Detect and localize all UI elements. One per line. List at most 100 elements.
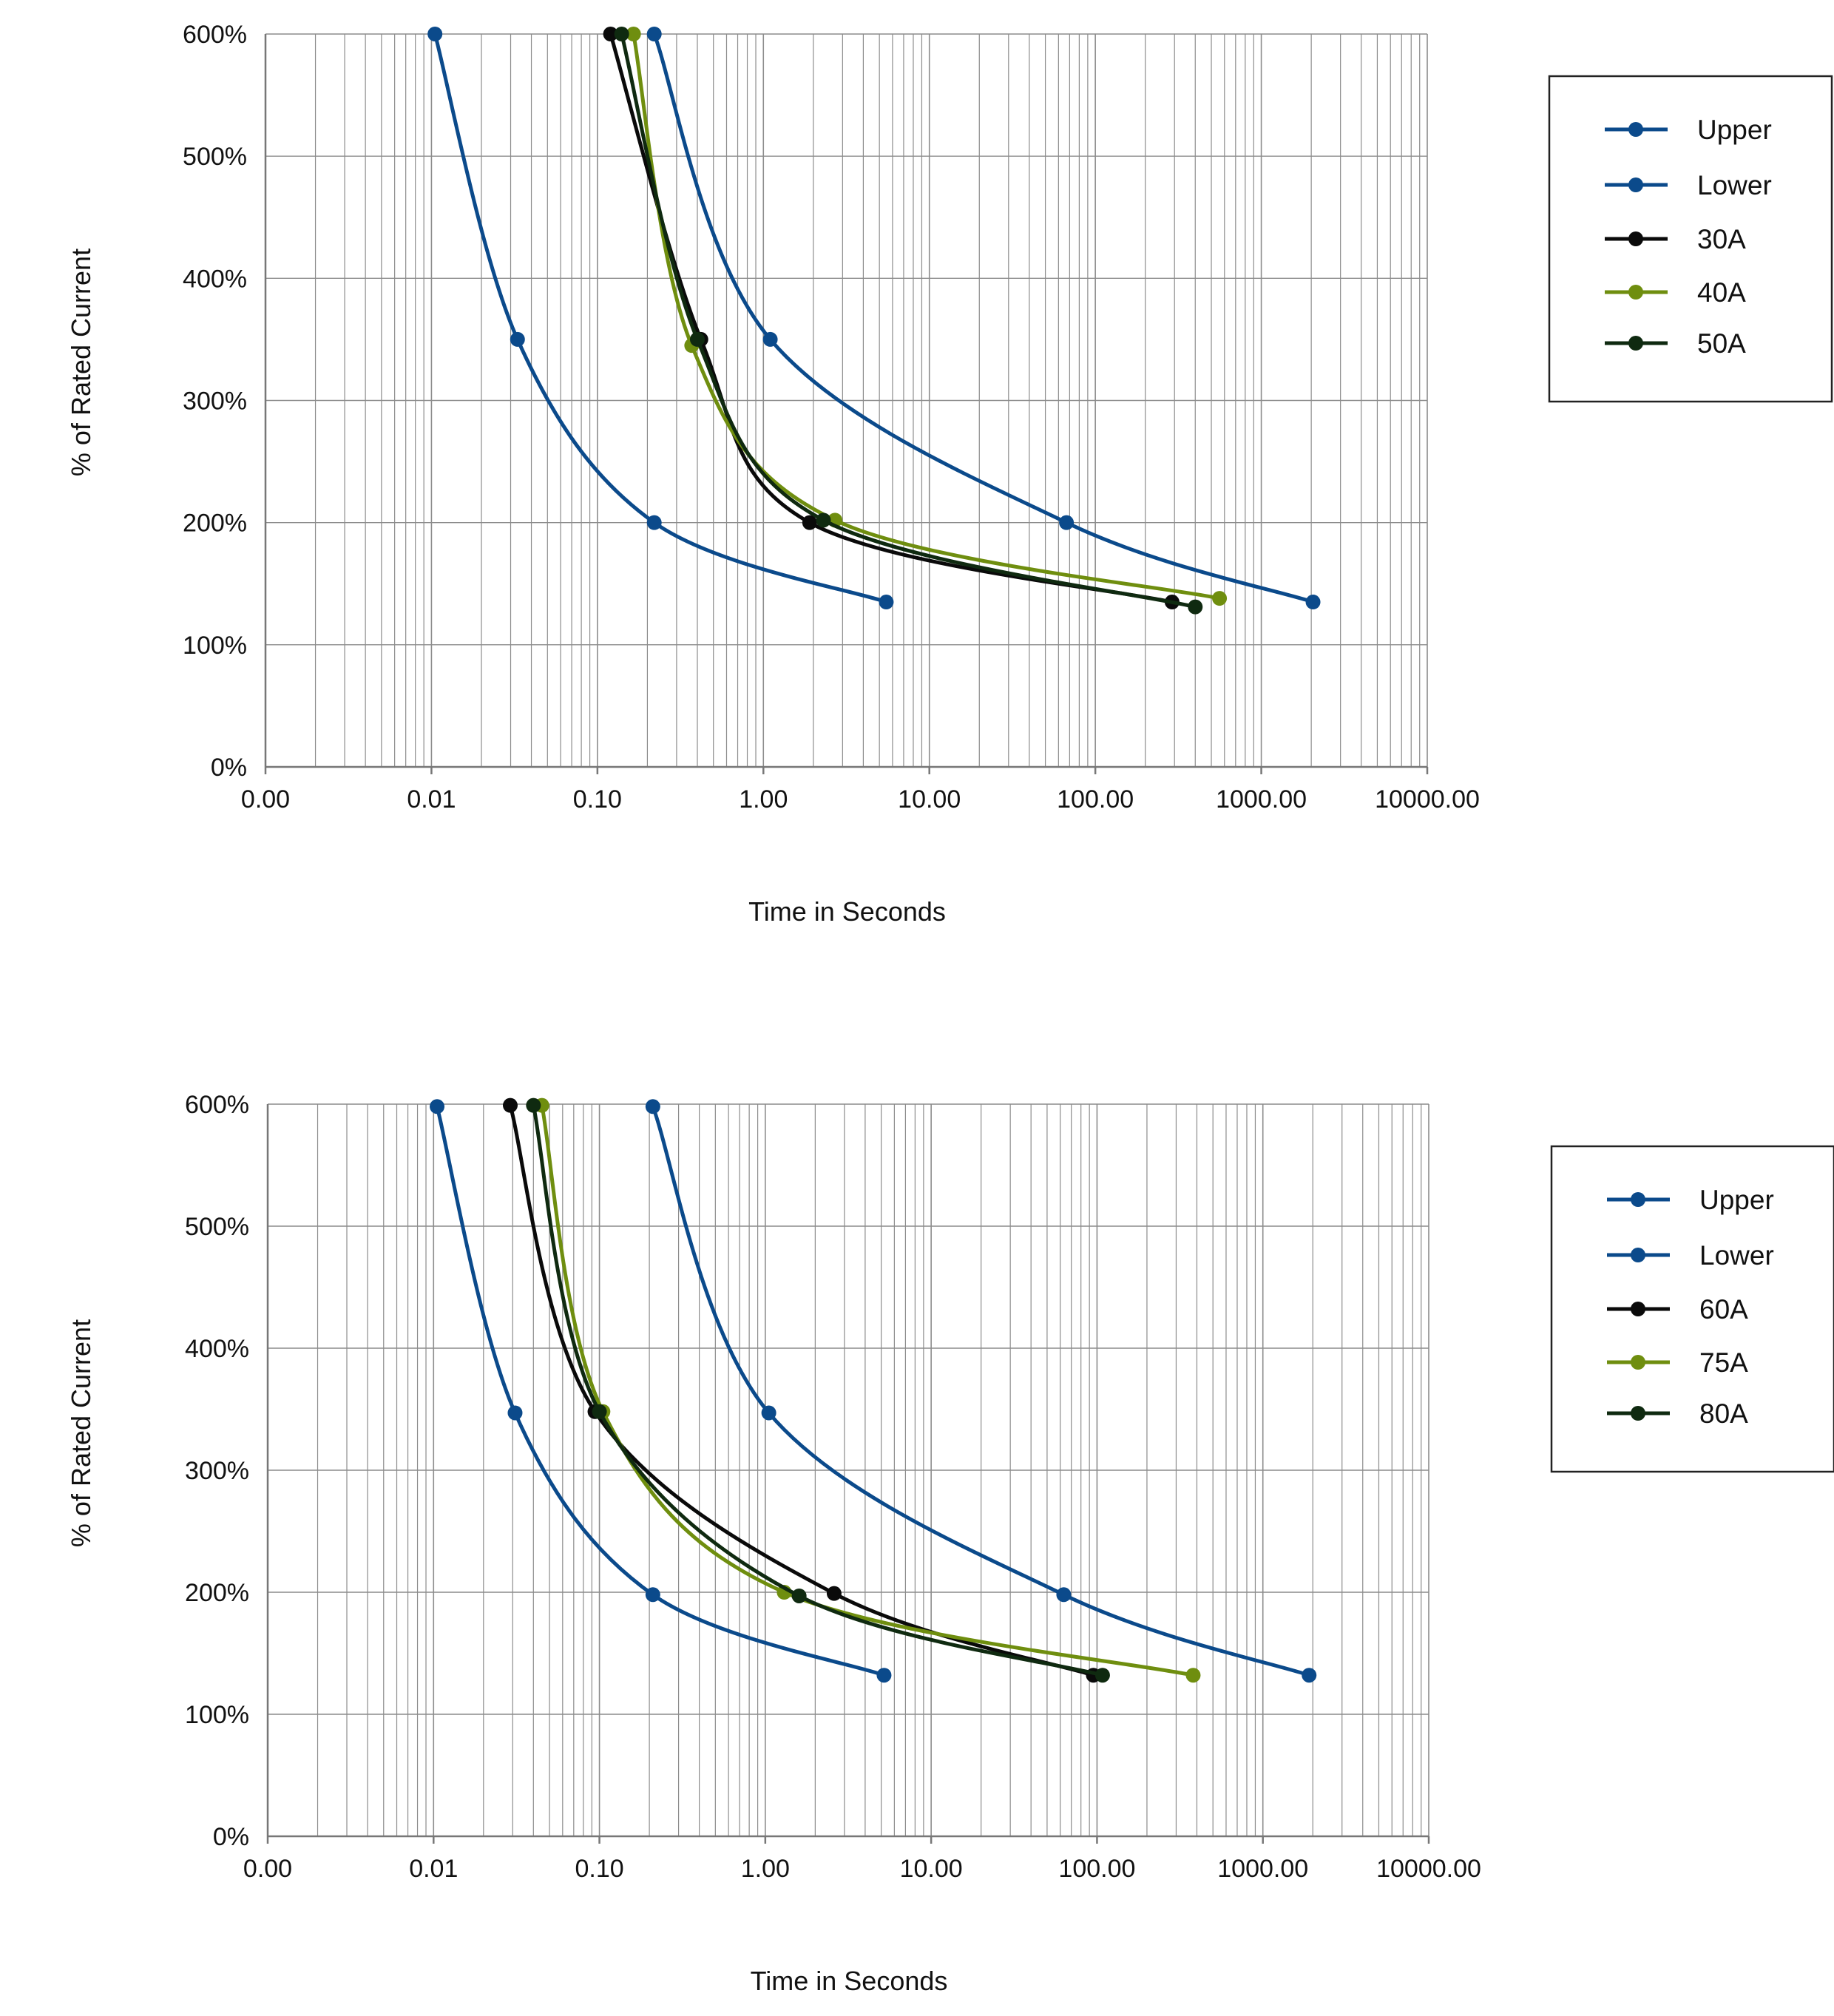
data-point-80a: [791, 1588, 807, 1603]
legend-swatch-marker: [1631, 1355, 1645, 1370]
y-axis-title: % of Rated Current: [66, 248, 96, 476]
data-point-60a: [502, 1097, 518, 1113]
data-point-lower: [1059, 515, 1075, 530]
data-point-50a: [1188, 599, 1203, 615]
legend-label: 75A: [1699, 1347, 1748, 1378]
y-tick-label: 200%: [183, 510, 247, 538]
legend-box: [1548, 75, 1833, 403]
series-line-lower: [651, 1106, 1310, 1677]
legend-swatch-marker: [1628, 177, 1643, 192]
y-tick-label: 100%: [185, 1701, 249, 1729]
legend-label: 80A: [1699, 1398, 1748, 1429]
x-tick-label: 0.01: [407, 785, 456, 813]
series-line-60a: [508, 1104, 1094, 1677]
x-tick-label: 0.10: [573, 785, 622, 813]
data-point-upper: [879, 595, 894, 610]
legend-swatch-marker: [1628, 231, 1643, 246]
y-tick-label: 0%: [213, 1823, 249, 1851]
data-point-lower: [761, 1405, 776, 1421]
data-point-50a: [614, 27, 629, 41]
legend-label: 60A: [1699, 1294, 1748, 1325]
x-tick-label: 10000.00: [1375, 785, 1480, 813]
y-tick-label: 500%: [183, 143, 247, 171]
x-axis-title: Time in Seconds: [748, 896, 946, 927]
legend-swatch-marker: [1628, 285, 1643, 300]
x-tick-label: 0.00: [243, 1855, 292, 1883]
chart-top: 0.00 0.01 0.10 1.00 10.00 100.00 1000.00 10000.…: [66, 21, 1833, 927]
legend-box: [1550, 1145, 1834, 1473]
data-point-upper: [510, 331, 525, 347]
x-tick-label: 0.00: [241, 785, 290, 813]
data-point-80a: [592, 1404, 607, 1419]
x-tick-label: 100.00: [1058, 1855, 1135, 1883]
legend-swatch-marker: [1631, 1248, 1645, 1262]
series-line-75a: [540, 1105, 1194, 1677]
y-tick-label: 600%: [183, 21, 247, 49]
y-tick-label: 500%: [185, 1213, 249, 1241]
data-point-lower: [645, 1099, 660, 1114]
data-point-lower: [1056, 1587, 1072, 1603]
series-group: [430, 1097, 1317, 1683]
data-point-30a: [603, 27, 618, 41]
data-point-30a: [802, 515, 817, 530]
data-point-upper: [876, 1668, 892, 1683]
data-point-40a: [1212, 591, 1228, 606]
legend-label: 30A: [1697, 224, 1746, 254]
x-axis-title: Time in Seconds: [751, 1966, 948, 1996]
x-tick-label: 1000.00: [1217, 1855, 1308, 1883]
legend-swatch-marker: [1631, 1192, 1645, 1207]
legend-swatch-marker: [1631, 1302, 1645, 1316]
x-tick-label: 10.00: [900, 1855, 963, 1883]
y-tick-label: 400%: [185, 1335, 249, 1363]
y-tick-label: 300%: [183, 388, 247, 416]
data-point-upper: [430, 1099, 445, 1114]
y-axis-title: % of Rated Current: [66, 1319, 96, 1547]
series-line-80a: [531, 1105, 1103, 1677]
data-point-upper: [427, 27, 443, 41]
data-point-upper: [646, 515, 662, 530]
x-tick-label: 10000.00: [1376, 1855, 1481, 1883]
series-line-40a: [632, 33, 1220, 601]
x-tick-label: 10.00: [898, 785, 961, 813]
data-point-lower: [762, 331, 778, 347]
legend-label: 50A: [1697, 328, 1746, 359]
x-tick-label: 100.00: [1057, 785, 1134, 813]
legend-label: Upper: [1697, 115, 1772, 145]
legend-label: Upper: [1699, 1185, 1774, 1215]
data-point-40a: [626, 27, 641, 41]
legend-label: 40A: [1697, 277, 1746, 308]
x-tick-label: 0.10: [575, 1855, 623, 1883]
y-tick-label: 0%: [211, 754, 247, 782]
x-tick-label: 1000.00: [1216, 785, 1307, 813]
data-point-50a: [689, 331, 705, 347]
data-point-60a: [826, 1586, 842, 1601]
data-point-lower: [646, 27, 662, 41]
series-line-upper: [435, 1106, 885, 1677]
data-point-75a: [1185, 1668, 1201, 1683]
legend: Upper Lower 60A 75A 80A: [1550, 1145, 1834, 1473]
legend-label: Lower: [1697, 170, 1772, 200]
y-tick-label: 100%: [183, 632, 247, 660]
y-tick-label: 400%: [183, 265, 247, 293]
y-tick-label: 300%: [185, 1457, 249, 1485]
gridlines: [267, 1103, 1429, 1837]
data-point-upper: [507, 1405, 523, 1421]
x-tick-label: 1.00: [741, 1855, 790, 1883]
legend-swatch-marker: [1631, 1406, 1645, 1421]
series-line-30a: [609, 33, 1173, 604]
series-group: [427, 27, 1321, 615]
data-point-80a: [1094, 1668, 1110, 1683]
series-line-upper: [433, 33, 887, 604]
data-point-lower: [1305, 595, 1321, 610]
series-line-50a: [620, 33, 1196, 609]
data-point-upper: [645, 1587, 660, 1603]
legend-label: Lower: [1699, 1240, 1774, 1271]
legend: Upper Lower 30A 40A 50A: [1548, 75, 1833, 403]
x-tick-label: 0.01: [409, 1855, 458, 1883]
gridlines: [265, 33, 1428, 768]
data-point-50a: [816, 513, 831, 528]
legend-swatch-marker: [1628, 122, 1643, 137]
y-tick-label: 200%: [185, 1579, 249, 1607]
series-line-lower: [652, 33, 1314, 604]
